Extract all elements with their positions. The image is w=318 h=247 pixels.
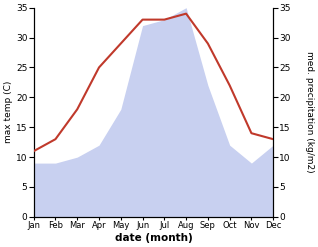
X-axis label: date (month): date (month): [114, 233, 192, 243]
Y-axis label: max temp (C): max temp (C): [4, 81, 13, 144]
Y-axis label: med. precipitation (kg/m2): med. precipitation (kg/m2): [305, 51, 314, 173]
